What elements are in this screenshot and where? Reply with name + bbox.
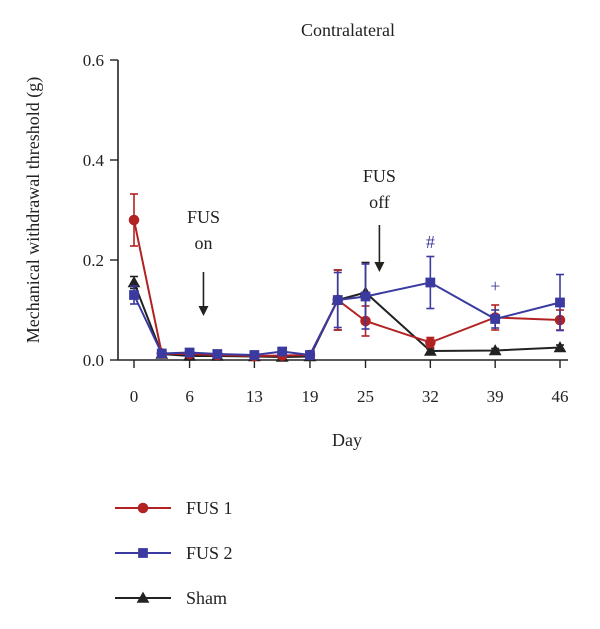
data-point <box>332 295 343 305</box>
legend-marker <box>137 502 149 514</box>
data-point <box>212 349 223 359</box>
data-point <box>553 341 567 353</box>
data-point <box>184 347 195 358</box>
y-tick-label: 0.2 <box>83 251 104 270</box>
x-tick-label: 25 <box>357 387 374 406</box>
chart-title: Contralateral <box>301 20 395 40</box>
data-point <box>423 344 437 356</box>
legend-label: FUS 2 <box>186 543 233 563</box>
data-point <box>305 350 315 360</box>
x-tick-label: 46 <box>552 387 569 406</box>
data-point <box>425 277 436 288</box>
annotation-fus-off: FUS off <box>363 166 396 272</box>
legend-marker <box>138 548 148 558</box>
legend-item-sham: Sham <box>115 588 227 608</box>
data-point <box>129 290 139 300</box>
legend-item-fus-2: FUS 2 <box>115 543 233 563</box>
arrow-head <box>374 262 385 272</box>
arrow-head <box>198 306 209 316</box>
y-axis-title: Mechanical withdrawal threshold (g) <box>23 77 44 343</box>
x-tick-label: 6 <box>185 387 194 406</box>
legend-item-fus-1: FUS 1 <box>115 498 233 518</box>
data-point <box>249 350 260 360</box>
annotation-fus-on: FUS on <box>187 207 220 316</box>
data-point <box>555 297 565 308</box>
significance-marker: # <box>426 232 435 252</box>
annotation-text: on <box>194 233 212 253</box>
y-tick-label: 0.0 <box>83 351 104 370</box>
series-sham <box>127 261 567 362</box>
x-tick-label: 0 <box>130 387 139 406</box>
x-tick-label: 32 <box>422 387 439 406</box>
data-point <box>360 291 371 302</box>
data-point <box>156 348 167 359</box>
y-tick-label: 0.4 <box>83 151 105 170</box>
annotation-text: FUS <box>363 166 396 186</box>
data-point <box>488 344 502 356</box>
legend-marker <box>136 591 150 603</box>
legend-label: Sham <box>186 588 227 608</box>
plot-area <box>127 193 567 362</box>
annotations: FUS on FUS off # + <box>187 166 500 316</box>
data-point <box>277 346 288 357</box>
data-point <box>128 214 140 226</box>
x-axis-title: Day <box>332 430 362 450</box>
x-tick-label: 39 <box>487 387 504 406</box>
data-point <box>425 337 436 348</box>
x-tick-label: 19 <box>301 387 318 406</box>
annotation-text: off <box>369 192 390 212</box>
x-tick-label: 13 <box>246 387 263 406</box>
legend: FUS 1 FUS 2 Sham <box>115 498 233 608</box>
annotation-text: FUS <box>187 207 220 227</box>
legend-label: FUS 1 <box>186 498 233 518</box>
y-tick-label: 0.6 <box>83 51 104 70</box>
series-fus-2 <box>129 255 565 360</box>
data-point <box>490 314 501 324</box>
axes: 0.0 0.2 0.4 0.6 0 6 13 19 25 32 39 46 <box>83 51 569 406</box>
data-point <box>127 276 141 288</box>
significance-marker: + <box>490 276 500 296</box>
